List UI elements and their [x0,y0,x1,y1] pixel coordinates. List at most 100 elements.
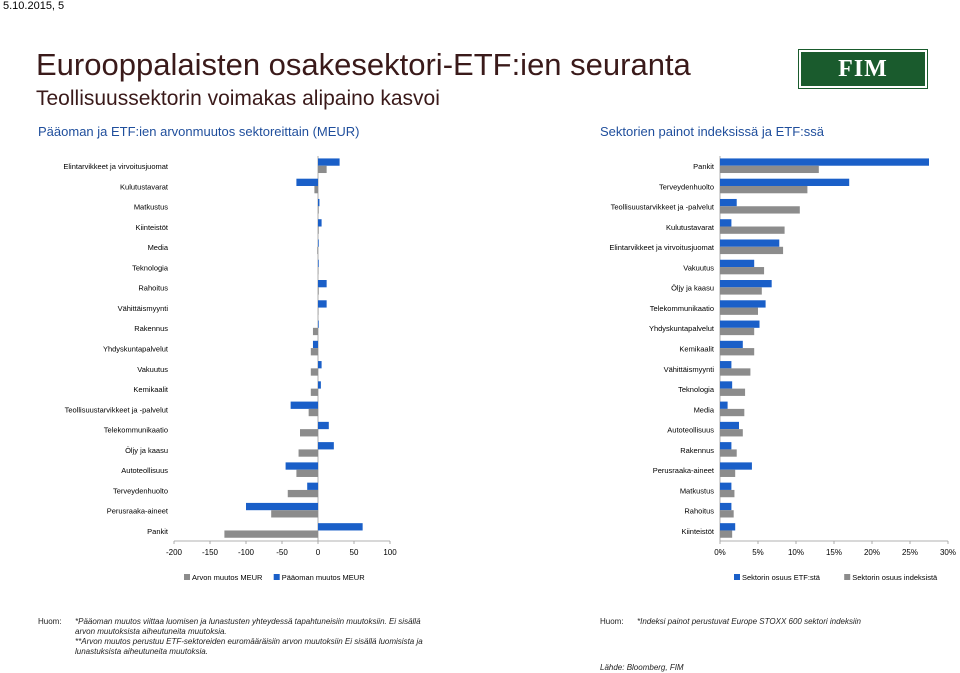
category-label: Matkustus [680,486,714,495]
category-label: Matkustus [134,203,168,212]
bar [720,219,732,227]
bar [720,327,755,336]
category-label: Kiinteistöt [681,527,714,536]
bar [720,462,752,470]
right-bar-chart: 0% 5% 10% 15% 20% 25% 30% Pankit Terveydenhuolto… [609,156,956,582]
category-label: Telekommunikaatio [650,304,714,313]
category-label: Rahoitus [684,507,714,516]
left-notes: *Pääoman muutos viittaa luomisen ja luna… [75,617,435,657]
bar [300,429,318,437]
category-label: Kiinteistöt [135,223,168,232]
legend-swatch [273,574,280,580]
bar [312,340,318,349]
bar [720,178,850,186]
bar [720,206,800,214]
bar [318,280,327,288]
bar [318,287,319,295]
bar [246,502,318,511]
category-label: Yhdyskuntapalvelut [103,345,169,354]
bar [318,442,334,450]
left-bar-chart: -200 -150 -100 -50 0 50 100 Elintarvikkeet ja v… [63,156,397,582]
bar [290,401,318,409]
bar [296,469,318,477]
x-tick-label: 50 [350,548,359,557]
legend-label: Arvon muutos MEUR [192,573,263,582]
x-tick-label: 100 [383,548,397,557]
category-label: Terveydenhuolto [659,182,714,191]
category-label: Rakennus [134,324,168,333]
category-label: Kemikaalit [133,385,169,394]
bar [720,388,746,396]
bar [720,449,737,457]
category-label: Perusraaka-aineet [107,507,169,516]
bar [720,429,743,437]
x-tick-label: 20% [864,548,880,557]
bar [307,482,318,490]
bar [298,449,318,457]
bar [318,206,319,214]
x-tick-label: 5% [752,548,764,557]
bar [720,300,766,308]
bar [318,158,340,166]
bar [318,307,319,315]
bar [720,185,808,194]
category-label: Autoteollisuus [121,466,168,475]
bar [310,348,318,356]
category-label: Pankit [693,162,715,171]
bar [720,442,732,450]
legend-label: Pääoman muutos MEUR [282,573,366,582]
bar [720,165,819,174]
note-line: lunastuksista aiheutuneita muutoksia. [75,647,208,656]
legend-label: Sektorin osuus ETF:stä [742,573,821,582]
right-note: *Indeksi painot perustuvat Europe STOXX … [637,617,861,626]
x-tick-label: 0% [714,548,726,557]
right-note-label: Huom: [600,617,624,626]
bar [720,381,733,389]
bar [318,267,319,275]
bar [720,158,929,166]
x-tick-label: -150 [202,548,219,557]
legend-swatch [844,574,851,580]
right-chart-heading: Sektorien painot indeksissä ja ETF:ssä [600,124,824,139]
bar [318,421,329,430]
bar [312,327,318,336]
category-label: Teknologia [132,263,169,272]
category-label: Elintarvikkeet ja virvoitusjuomat [609,243,715,252]
category-label: Media [694,405,715,414]
legend-swatch [734,574,740,580]
x-tick-label: 10% [788,548,804,557]
bar [720,421,739,430]
bar [720,320,760,328]
bar [720,469,736,477]
category-label: Vakuutus [137,365,168,374]
bar [720,482,732,490]
bar [271,510,318,518]
x-tick-label: 25% [902,548,918,557]
bar [720,307,758,315]
category-label: Perusraaka-aineet [653,466,715,475]
bar [318,381,321,389]
bar [720,280,772,288]
bar [720,246,784,255]
bar [318,198,320,207]
logo-text: FIM [801,52,925,86]
bar [318,259,319,268]
category-label: Terveydenhuolto [113,486,168,495]
bar [720,287,762,295]
bar [318,523,363,531]
x-tick-label: -200 [166,548,183,557]
bar [720,510,734,518]
category-label: Rakennus [680,446,714,455]
category-label: Vähittäismyynti [118,304,169,313]
category-label: Kulutustavarat [120,182,169,191]
page-subtitle: Teollisuussektorin voimakas alipaino kas… [36,87,440,110]
bar [296,178,318,186]
bar [318,361,322,369]
x-tick-label: 15% [826,548,842,557]
bar [318,165,327,174]
bar [308,408,318,417]
bar [720,401,728,409]
page-title: Eurooppalaisten osakesektori-ETF:ien seu… [36,47,691,82]
bar [310,368,318,376]
category-label: Vakuutus [683,263,714,272]
